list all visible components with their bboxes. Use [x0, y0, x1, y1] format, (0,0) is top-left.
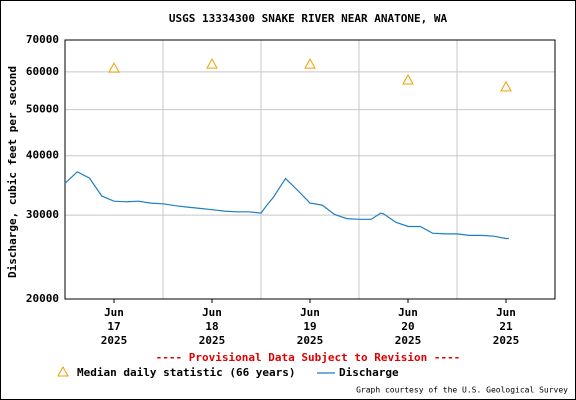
x-tick-label: Jun 21 2025 — [492, 306, 520, 347]
y-tick-label: 40000 — [26, 149, 59, 162]
median-marker — [206, 58, 218, 69]
provisional-note: ---- Provisional Data Subject to Revisio… — [156, 351, 461, 364]
x-tick-label: Jun 17 2025 — [100, 306, 128, 347]
y-tick-label: 50000 — [26, 103, 59, 116]
y-tick-label: 70000 — [26, 33, 59, 46]
x-tick-label: Jun 20 2025 — [394, 306, 422, 347]
median-marker — [500, 80, 512, 92]
legend-label: Discharge — [339, 366, 399, 379]
legend-label: Median daily statistic (66 years) — [77, 366, 296, 379]
y-tick-label: 60000 — [26, 65, 59, 78]
y-tick-label: 30000 — [26, 208, 59, 221]
x-tick-label: Jun 19 2025 — [296, 306, 324, 347]
legend-marker — [57, 365, 69, 377]
median-marker — [304, 58, 316, 69]
discharge-line — [64, 171, 509, 240]
median-marker — [402, 73, 414, 85]
credit: Graph courtesy of the U.S. Geological Su… — [356, 386, 568, 395]
chart-title: USGS 13334300 SNAKE RIVER NEAR ANATONE, … — [169, 12, 448, 25]
x-tick-label: Jun 18 2025 — [198, 306, 226, 347]
y-tick-label: 20000 — [26, 292, 59, 305]
y-axis-label: Discharge, cubic feet per second — [6, 66, 19, 278]
median-marker — [108, 62, 120, 73]
plot-frame — [64, 39, 556, 300]
